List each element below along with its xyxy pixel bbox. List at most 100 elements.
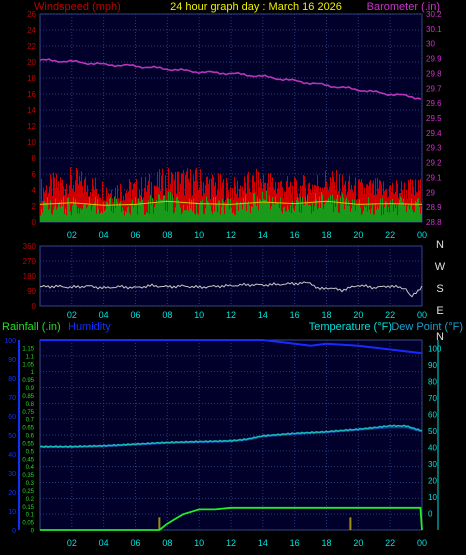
humidity-tick-label: 30 (8, 471, 16, 478)
panel1-time-tick-label: 14 (258, 230, 268, 240)
windspeed-tick-label: 24 (27, 26, 36, 35)
panel1-time-tick-label: 20 (353, 230, 363, 240)
panel3-time-tick-label: 22 (385, 538, 395, 548)
humidity-tick-label: 100 (4, 338, 16, 345)
panel1-time-tick-label: 10 (194, 230, 204, 240)
compass-label: S (436, 283, 443, 295)
temperature-axis-label: Temperature (°F) (309, 321, 392, 333)
compass-label: W (435, 261, 446, 273)
barometer-tick-label: 29.4 (426, 129, 442, 138)
windspeed-tick-label: 4 (32, 186, 37, 195)
windspeed-tick-label: 0 (32, 218, 37, 227)
rainfall-tick-label: 0.8 (26, 402, 35, 408)
panel1-time-tick-label: 08 (162, 230, 172, 240)
compass-label: E (436, 305, 443, 317)
barometer-tick-label: 29.3 (426, 144, 442, 153)
rainfall-tick-label: 0.4 (26, 465, 35, 471)
barometer-line (39, 58, 422, 100)
windspeed-tick-label: 2 (32, 202, 37, 211)
barometer-tick-label: 29.5 (426, 114, 442, 123)
temperature-tick-label: 0 (428, 509, 433, 518)
temperature-line (39, 424, 423, 449)
humidity-tick-label: 70 (8, 395, 16, 402)
panel3-time-tick-label: 20 (353, 538, 363, 548)
humidity-axis-label: Humidity (68, 321, 111, 333)
panel2-time-tick-label: 10 (194, 310, 204, 320)
rainfall-tick-label: 0.7 (26, 418, 35, 424)
rainfall-tick-label: 1.15 (22, 346, 34, 352)
temperature-tick-label: 10 (428, 493, 437, 502)
compass-label: N (436, 331, 444, 343)
windspeed-tick-label: 22 (27, 42, 36, 51)
panel2-time-tick-label: 14 (258, 310, 268, 320)
graph-panels: 0246810121416182022242628.828.92929.129.… (4, 10, 445, 548)
panel1-time-tick-label: 22 (385, 230, 395, 240)
barometer-tick-label: 28.9 (426, 203, 442, 212)
wind-direction-line (39, 281, 423, 298)
temperature-tick-label: 60 (428, 410, 437, 419)
direction-tick-label: 0 (32, 302, 37, 311)
rainfall-tick-label: 0.65 (22, 426, 34, 432)
panel2-time-tick-label: 00 (417, 310, 427, 320)
panel3-time-tick-label: 08 (162, 538, 172, 548)
rainfall-tick-label: 0 (31, 529, 35, 535)
rainfall-tick-label: 1.05 (22, 362, 34, 368)
panel3-time-tick-label: 18 (321, 538, 331, 548)
barometer-tick-label: 29.6 (426, 99, 442, 108)
panel3-time-tick-label: 00 (417, 538, 427, 548)
panel2-time-tick-label: 18 (321, 310, 331, 320)
humidity-tick-label: 60 (8, 414, 16, 421)
windspeed-axis-label: Windspeed (mph) (34, 1, 121, 13)
barometer-tick-label: 29.2 (426, 159, 442, 168)
rainfall-tick-label: 0.5 (26, 449, 35, 455)
rainfall-tick-label: 0.95 (22, 378, 34, 384)
rainfall-tick-label: 0.9 (26, 386, 35, 392)
windspeed-tick-label: 14 (27, 106, 36, 115)
humidity-tick-label: 0 (12, 528, 16, 535)
barometer-tick-label: 30.2 (426, 10, 442, 19)
rainfall-tick-label: 1 (31, 370, 35, 376)
panel2-time-tick-label: 16 (290, 310, 300, 320)
humidity-tick-label: 80 (8, 376, 16, 383)
barometer-tick-label: 28.8 (426, 218, 442, 227)
temperature-tick-label: 30 (428, 460, 437, 469)
rainfall-tick-label: 0.45 (22, 457, 34, 463)
humidity-tick-label: 20 (8, 490, 16, 497)
barometer-tick-label: 30.1 (426, 25, 442, 34)
humidity-tick-label: 50 (8, 433, 16, 440)
compass-label: N (436, 239, 444, 251)
temperature-tick-label: 50 (428, 427, 437, 436)
barometer-tick-label: 29.8 (426, 69, 442, 78)
panel3-time-tick-label: 14 (258, 538, 268, 548)
rainfall-tick-label: 0.35 (22, 473, 34, 479)
rainfall-tick-label: 0.2 (26, 497, 35, 503)
windspeed-tick-label: 18 (27, 74, 36, 83)
panel1-time-tick-label: 16 (290, 230, 300, 240)
temperature-tick-label: 100 (428, 344, 442, 353)
rainfall-tick-label: 0.75 (22, 410, 34, 416)
windspeed-tick-label: 8 (32, 154, 37, 163)
direction-tick-label: 180 (23, 272, 37, 281)
rainfall-tick-label: 0.6 (26, 434, 35, 440)
barometer-axis-label: Barometer (.in) (367, 1, 440, 13)
wind-average-line (39, 200, 423, 206)
rainfall-tick-label: 1.1 (26, 354, 35, 360)
direction-tick-label: 270 (23, 257, 37, 266)
panel2-time-tick-label: 12 (226, 310, 236, 320)
humidity-tick-label: 90 (8, 357, 16, 364)
panel2-time-tick-label: 04 (99, 310, 109, 320)
temperature-tick-label: 80 (428, 377, 437, 386)
direction-tick-label: 90 (27, 287, 36, 296)
panel1-time-tick-label: 04 (99, 230, 109, 240)
panel2-time-tick-label: 02 (67, 310, 77, 320)
barometer-tick-label: 29.9 (426, 55, 442, 64)
barometer-tick-label: 29.7 (426, 84, 442, 93)
panel1-time-tick-label: 06 (130, 230, 140, 240)
temperature-tick-label: 40 (428, 443, 437, 452)
barometer-tick-label: 29.1 (426, 173, 442, 182)
windspeed-tick-label: 6 (32, 170, 37, 179)
wind-speed-bars (40, 190, 422, 222)
rainfall-tick-label: 0.1 (26, 513, 35, 519)
panel1-time-tick-label: 00 (417, 230, 427, 240)
temperature-tick-label: 90 (428, 361, 437, 370)
